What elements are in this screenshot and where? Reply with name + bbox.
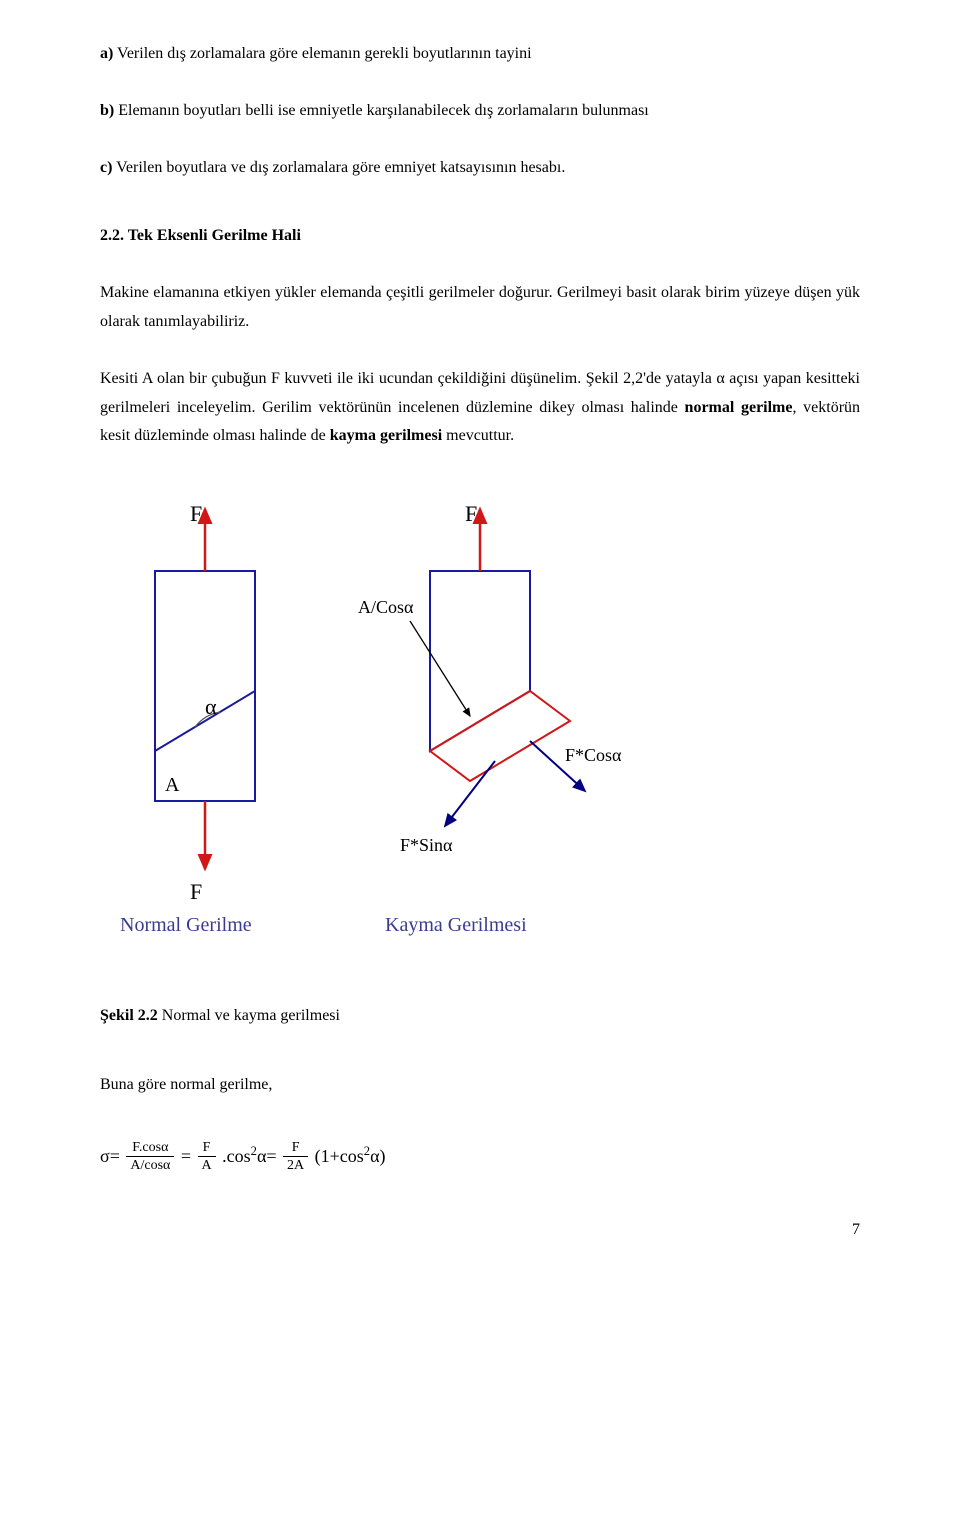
left-A: A — [165, 774, 180, 796]
para2-bold1: normal gerilme — [685, 399, 793, 416]
eq-cos2a-tail: α= — [257, 1146, 281, 1166]
list-prefix-a: a) — [100, 45, 113, 62]
eq-frac1-num: F.cosα — [126, 1140, 174, 1158]
eq-frac1-den: A/cosα — [126, 1157, 174, 1175]
figure-caption: Şekil 2.2 Normal ve kayma gerilmesi — [100, 1002, 860, 1031]
para2-bold2: kayma gerilmesi — [330, 427, 442, 444]
eq-eq1: = — [181, 1146, 196, 1166]
left-figure: F F A α Normal Gerilme — [120, 501, 255, 936]
sub-paragraph: Buna göre normal gerilme, — [100, 1071, 860, 1100]
section-heading: 2.2. Tek Eksenli Gerilme Hali — [100, 222, 860, 251]
page-number: 7 — [100, 1216, 860, 1245]
left-F-top: F — [190, 501, 202, 526]
list-text-b: Elemanın boyutları belli ise emniyetle k… — [114, 102, 649, 119]
list-prefix-c: c) — [100, 159, 112, 176]
list-item-c: c) Verilen boyutlara ve dış zorlamalara … — [100, 154, 860, 183]
right-FCos: F*Cosα — [565, 745, 622, 765]
section-title: Tek Eksenli Gerilme Hali — [124, 227, 301, 244]
diagram-svg: F F A α Normal Gerilme F A/Cosα F*Cosα F… — [100, 491, 700, 961]
caption-prefix: Şekil 2.2 — [100, 1007, 158, 1024]
list-item-a: a) Verilen dış zorlamalara göre elemanın… — [100, 40, 860, 69]
stress-diagram: F F A α Normal Gerilme F A/Cosα F*Cosα F… — [100, 491, 860, 972]
caption-rest: Normal ve kayma gerilmesi — [158, 1007, 340, 1024]
section-number: 2.2. — [100, 227, 124, 244]
eq-frac1: F.cosα A/cosα — [126, 1140, 174, 1176]
right-FSin: F*Sinα — [400, 835, 453, 855]
eq-frac2-num: F — [198, 1140, 216, 1158]
list-item-b: b) Elemanın boyutları belli ise emniyetl… — [100, 97, 860, 126]
eq-frac3-den: 2A — [283, 1157, 308, 1175]
paragraph-2: Kesiti A olan bir çubuğun F kuvveti ile … — [100, 365, 860, 451]
eq-sigma: σ= — [100, 1146, 120, 1166]
eq-frac2: F A — [198, 1140, 216, 1176]
right-Acos: A/Cosα — [358, 597, 414, 617]
equation-normal-stress: σ= F.cosα A/cosα = F A .cos2α= F 2A (1+c… — [100, 1140, 860, 1176]
para2-c: mevcuttur. — [442, 427, 514, 444]
right-F-top: F — [465, 501, 477, 526]
left-F-bottom: F — [190, 879, 202, 904]
eq-paren: (1+cos — [315, 1146, 364, 1166]
right-figure: F A/Cosα F*Cosα F*Sinα Kayma Gerilmesi — [358, 501, 622, 936]
eq-frac2-den: A — [198, 1157, 216, 1175]
paragraph-1: Makine elamanına etkiyen yükler elemanda… — [100, 279, 860, 337]
list-prefix-b: b) — [100, 102, 114, 119]
eq-paren-tail: α) — [370, 1146, 385, 1166]
eq-cos2a: .cos — [222, 1146, 251, 1166]
eq-frac3: F 2A — [283, 1140, 308, 1176]
left-label: Normal Gerilme — [120, 914, 252, 936]
right-label: Kayma Gerilmesi — [385, 914, 527, 936]
left-alpha: α — [205, 694, 217, 719]
eq-frac3-num: F — [283, 1140, 308, 1158]
list-text-c: Verilen boyutlara ve dış zorlamalara gör… — [112, 159, 565, 176]
list-text-a: Verilen dış zorlamalara göre elemanın ge… — [113, 45, 531, 62]
